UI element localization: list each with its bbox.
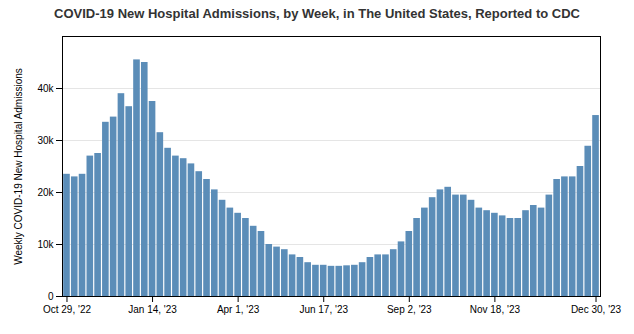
svg-text:Dec 30, '23: Dec 30, '23 (571, 304, 622, 315)
svg-text:Apr 1, '23: Apr 1, '23 (217, 304, 260, 315)
svg-text:30k: 30k (37, 135, 54, 146)
svg-text:40k: 40k (37, 83, 54, 94)
svg-text:Oct 29, '22: Oct 29, '22 (43, 304, 91, 315)
svg-text:Sep 2, '23: Sep 2, '23 (387, 304, 432, 315)
svg-text:20k: 20k (37, 187, 54, 198)
svg-text:Weekly COVID-19 New Hospital A: Weekly COVID-19 New Hospital Admissions (13, 68, 24, 265)
svg-text:0: 0 (48, 291, 54, 302)
svg-text:Jun 17, '23: Jun 17, '23 (299, 304, 348, 315)
svg-text:Jan 14, '23: Jan 14, '23 (128, 304, 177, 315)
html-text:COVID-19 New Hospital Admissio: COVID-19 New Hospital Admissions, by Wee… (54, 6, 580, 21)
svg-text:10k: 10k (37, 239, 54, 250)
svg-text:Nov 18, '23: Nov 18, '23 (470, 304, 521, 315)
